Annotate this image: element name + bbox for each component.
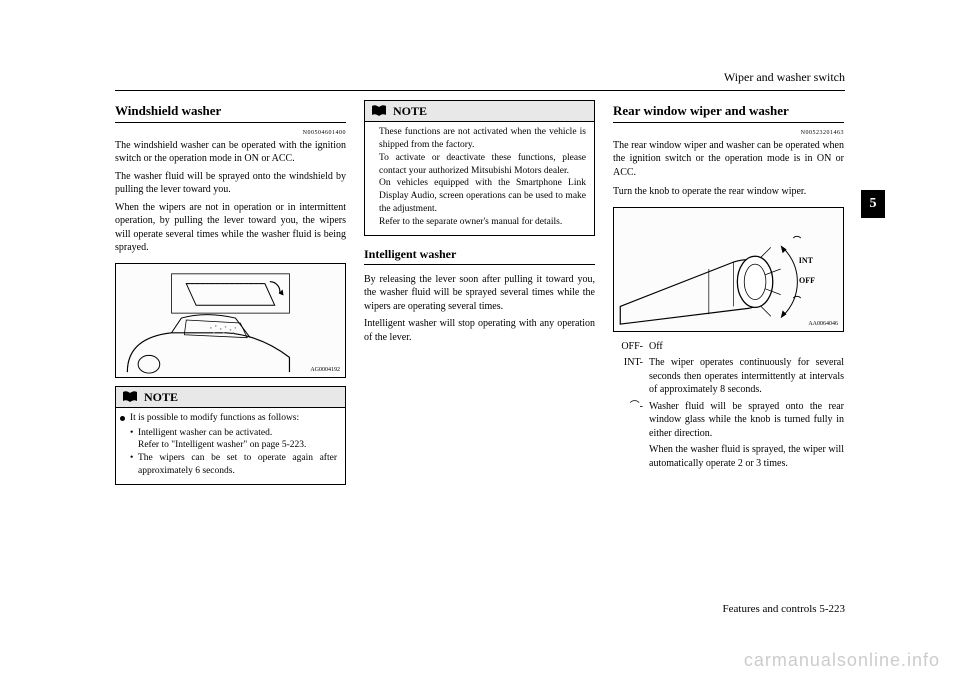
note-bullet: It is possible to modify functions as fo… bbox=[130, 412, 337, 425]
windshield-washer-illustration bbox=[116, 264, 345, 377]
ref-number: N00504601400 bbox=[115, 129, 346, 137]
heading-windshield-washer: Windshield washer bbox=[115, 100, 346, 123]
note-text: These functions are not activated when t… bbox=[379, 126, 586, 152]
book-icon bbox=[371, 105, 387, 117]
heading-wrap: Windshield washer bbox=[115, 100, 346, 123]
def-term bbox=[613, 443, 649, 470]
def-term: INT- bbox=[613, 356, 649, 397]
column-2: NOTE These functions are not activated w… bbox=[364, 100, 595, 493]
body-text: By releasing the lever soon after pullin… bbox=[364, 273, 595, 314]
body-text: The washer fluid will be sprayed onto th… bbox=[115, 170, 346, 197]
heading-rear-wiper: Rear window wiper and washer bbox=[613, 100, 844, 123]
def-row: INT- The wiper operates continuously for… bbox=[613, 356, 844, 397]
page-footer: Features and controls 5-223 bbox=[723, 603, 846, 615]
note-heading: NOTE bbox=[365, 101, 594, 122]
note-title-text: NOTE bbox=[144, 389, 178, 405]
note-box: NOTE These functions are not activated w… bbox=[364, 100, 595, 236]
rear-wiper-knob-illustration bbox=[614, 208, 843, 331]
body-text: The rear window wiper and washer can be … bbox=[613, 139, 844, 180]
column-1: Windshield washer N00504601400 The winds… bbox=[115, 100, 346, 493]
figure-id: AG0004192 bbox=[310, 366, 340, 374]
def-desc: Off bbox=[649, 340, 844, 354]
definition-list: OFF- Off INT- The wiper operates continu… bbox=[613, 340, 844, 471]
note-body: It is possible to modify functions as fo… bbox=[116, 408, 345, 484]
note-text: To activate or deactivate these function… bbox=[379, 152, 586, 178]
note-text: On vehicles equipped with the Smartphone… bbox=[379, 177, 586, 215]
note-box: NOTE It is possible to modify functions … bbox=[115, 386, 346, 485]
def-desc: Washer fluid will be sprayed onto the re… bbox=[649, 400, 844, 441]
column-3: Rear window wiper and washer N0052320146… bbox=[613, 100, 844, 493]
body-text: Turn the knob to operate the rear window… bbox=[613, 185, 844, 199]
note-sublist: Intelligent washer can be activated. Ref… bbox=[130, 427, 337, 478]
figure-rear-wiper-knob: ⌒ INT OFF ⌒ AA0064046 bbox=[613, 207, 844, 332]
body-text: Intelligent washer will stop operating w… bbox=[364, 317, 595, 344]
note-text: Refer to the separate owner's manual for… bbox=[379, 216, 586, 229]
top-rule bbox=[115, 90, 845, 91]
running-head: Wiper and washer switch bbox=[724, 70, 845, 85]
def-row: OFF- Off bbox=[613, 340, 844, 354]
note-sub-item: The wipers can be set to operate again a… bbox=[130, 452, 337, 478]
columns: Windshield washer N00504601400 The winds… bbox=[115, 100, 845, 493]
chapter-tab: 5 bbox=[861, 190, 885, 218]
def-desc: The wiper operates continuously for seve… bbox=[649, 356, 844, 397]
note-heading: NOTE bbox=[116, 387, 345, 408]
book-icon bbox=[122, 391, 138, 403]
figure-id: AA0064046 bbox=[808, 320, 838, 328]
heading-wrap: Rear window wiper and washer bbox=[613, 100, 844, 123]
body-text: When the wipers are not in operation or … bbox=[115, 201, 346, 255]
note-sub-item: Intelligent washer can be activated. bbox=[130, 427, 337, 440]
fig-label-spray-icon: ⌒ bbox=[793, 236, 801, 247]
def-row: ⌒- Washer fluid will be sprayed onto the… bbox=[613, 400, 844, 441]
def-row: When the washer fluid is sprayed, the wi… bbox=[613, 443, 844, 470]
page-container: Wiper and washer switch 5 Windshield was… bbox=[115, 60, 845, 620]
ref-number: N00523201463 bbox=[613, 129, 844, 137]
def-term: OFF- bbox=[613, 340, 649, 354]
note-sub-item: Refer to "Intelligent washer" on page 5-… bbox=[130, 439, 337, 452]
fig-label-spray-icon: ⌒ bbox=[793, 296, 801, 307]
watermark: carmanualsonline.info bbox=[744, 650, 940, 671]
subheading-intelligent-washer: Intelligent washer bbox=[364, 246, 595, 265]
def-term: ⌒- bbox=[613, 400, 649, 441]
note-body: These functions are not activated when t… bbox=[365, 122, 594, 235]
fig-label-off: OFF bbox=[799, 276, 815, 287]
fig-label-int: INT bbox=[799, 256, 813, 267]
def-desc: When the washer fluid is sprayed, the wi… bbox=[649, 443, 844, 470]
body-text: The windshield washer can be operated wi… bbox=[115, 139, 346, 166]
figure-windshield-washer: AG0004192 bbox=[115, 263, 346, 378]
note-title-text: NOTE bbox=[393, 103, 427, 119]
